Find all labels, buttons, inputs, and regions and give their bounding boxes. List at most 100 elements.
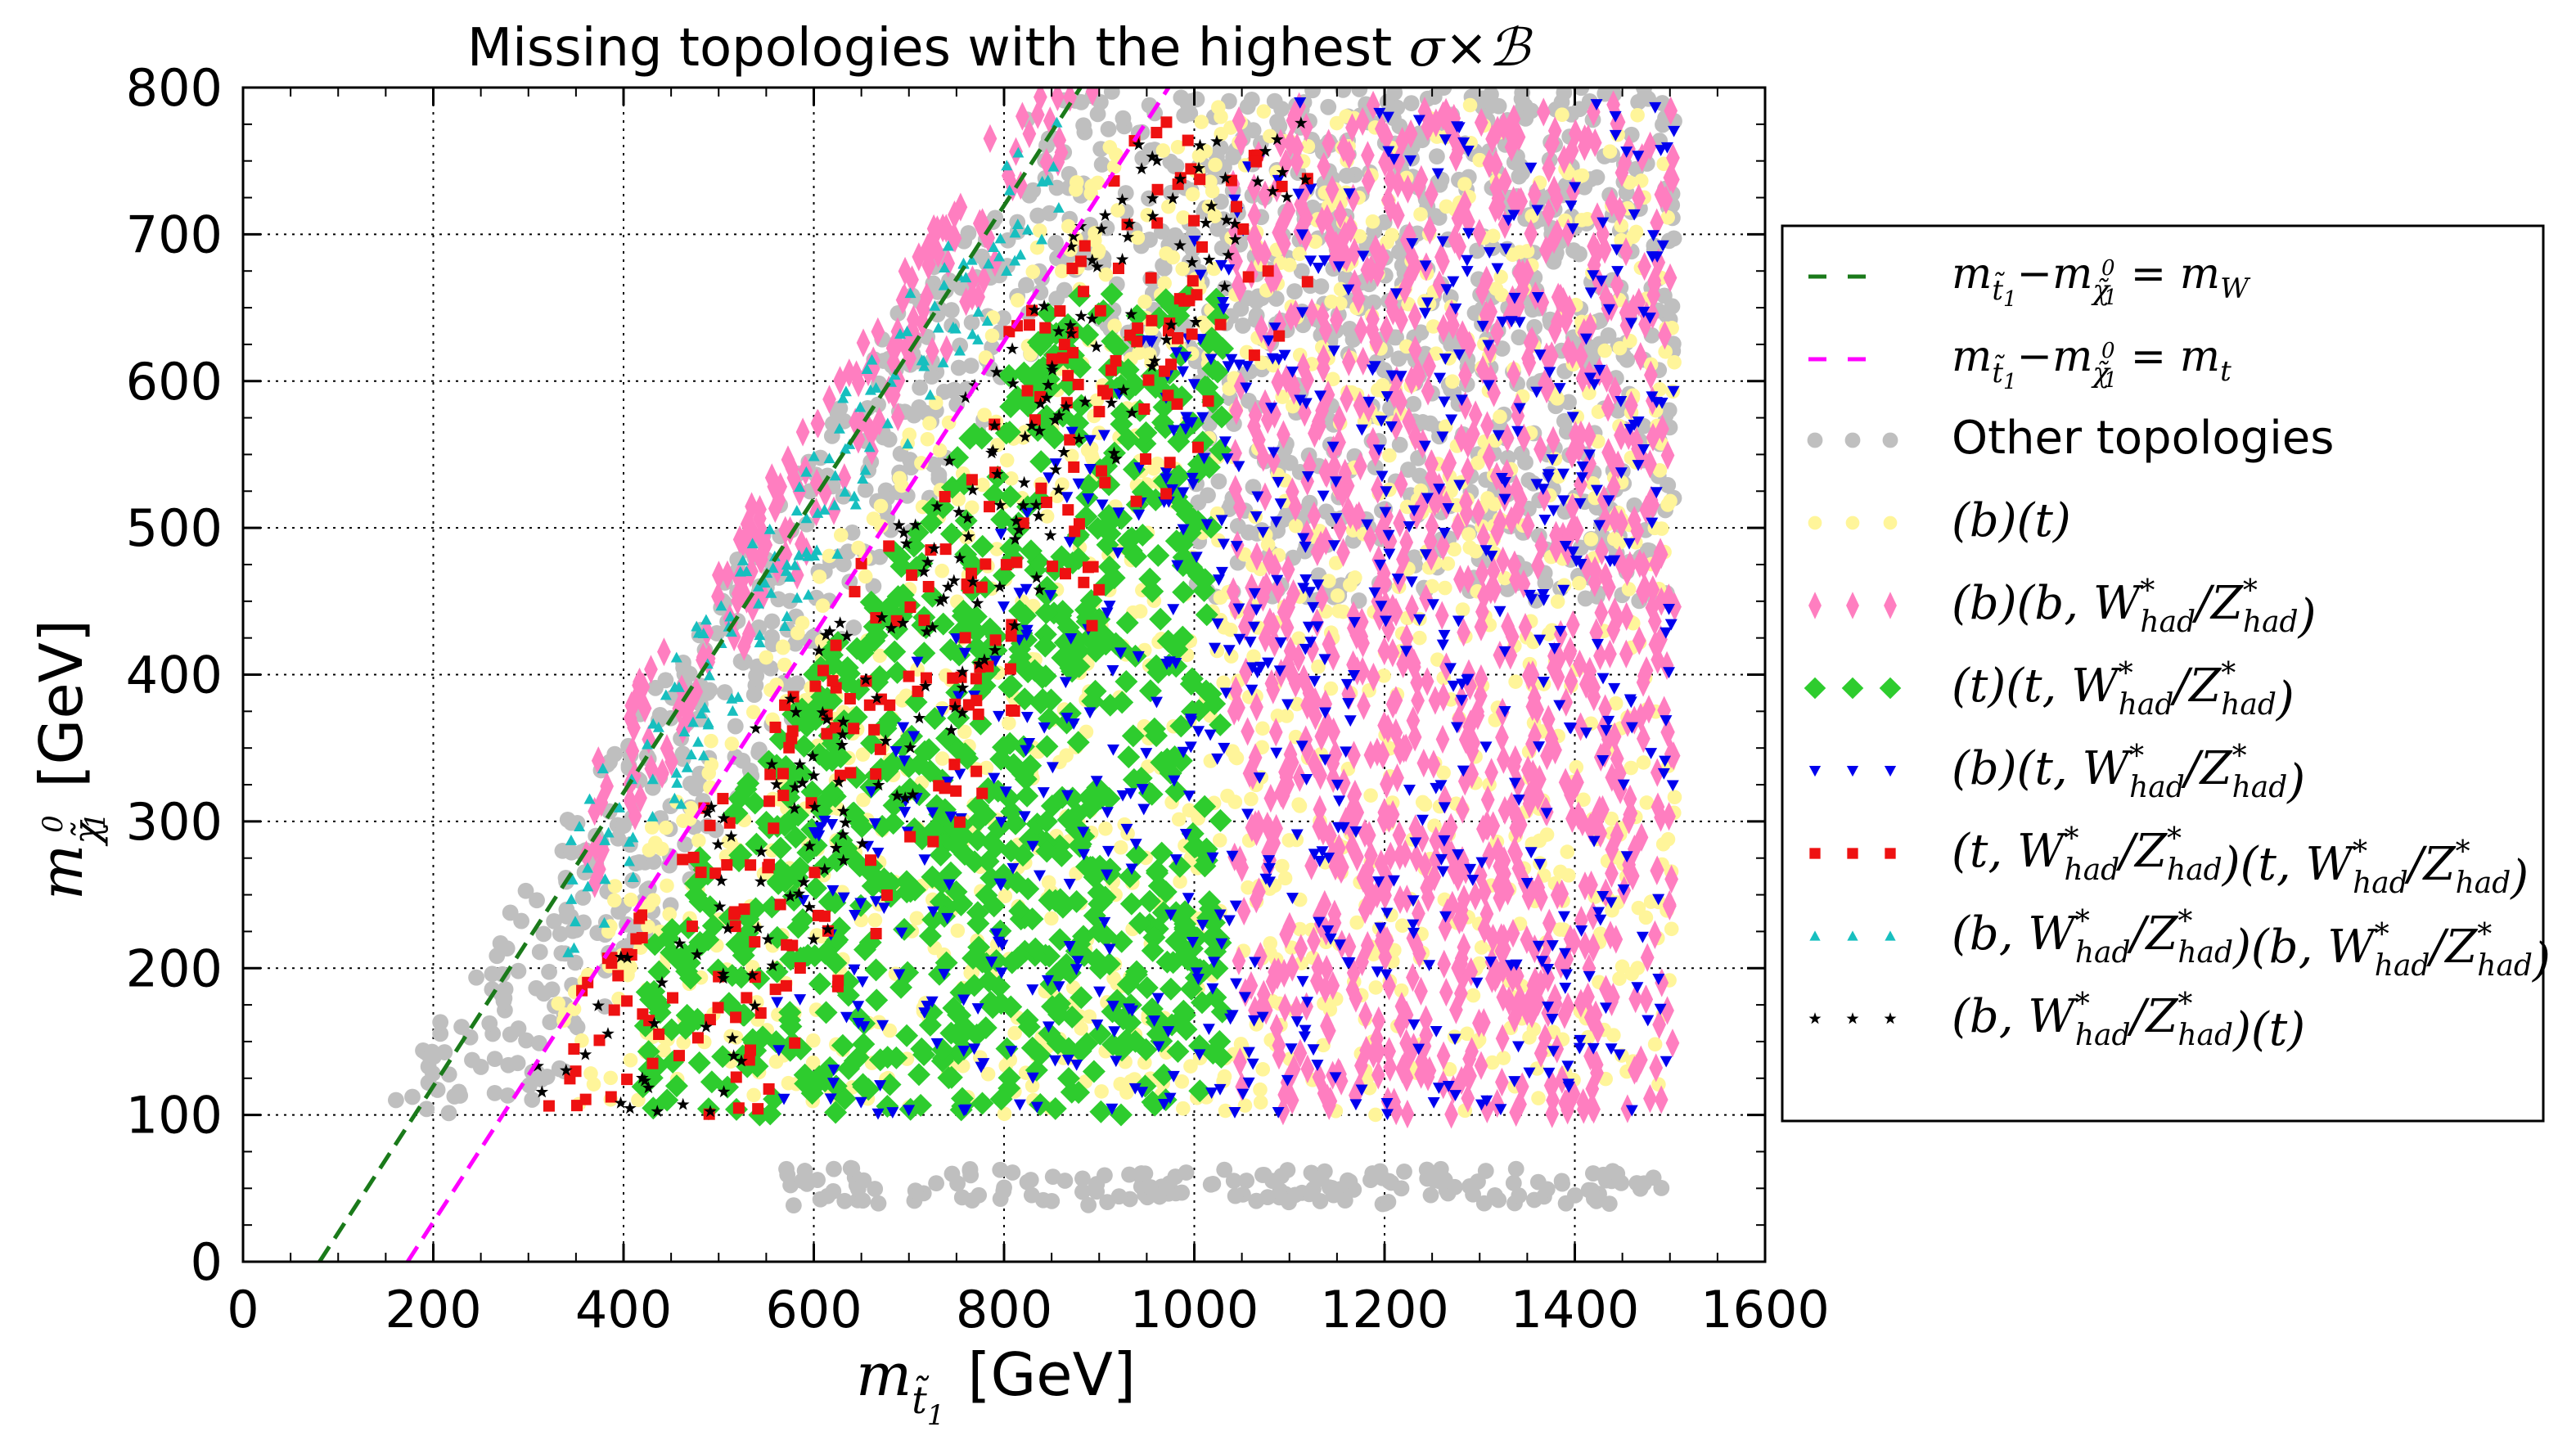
point-bt (1637, 755, 1651, 770)
point-bt (1040, 509, 1055, 524)
point-bt (1000, 453, 1015, 468)
point-other (498, 981, 514, 997)
point-other (1511, 1187, 1527, 1204)
point-other (1506, 154, 1523, 170)
point-bt (1218, 1104, 1233, 1119)
point-other (1380, 1194, 1397, 1210)
point-bt (1025, 264, 1040, 279)
point-other (1666, 230, 1682, 246)
point-other (1024, 1187, 1040, 1204)
point-other (1287, 1186, 1304, 1203)
point-other (964, 314, 980, 331)
point-bt (1114, 840, 1128, 855)
point-bt (1363, 788, 1378, 803)
point-bt (624, 1053, 638, 1068)
point-bt (1463, 98, 1478, 113)
point-bt (1508, 674, 1523, 689)
point-other (452, 1087, 468, 1104)
point-bt (813, 569, 827, 584)
point-other (907, 1182, 924, 1199)
point-other (1259, 1189, 1276, 1205)
point-other (1646, 1169, 1662, 1186)
point-other (1137, 1165, 1153, 1182)
point-bt (1368, 1108, 1383, 1123)
point-bt (1522, 1030, 1537, 1045)
point-bt (682, 812, 697, 826)
point-bt (704, 734, 718, 749)
point-other (468, 970, 484, 986)
point-other (1429, 148, 1445, 164)
point-bt (1291, 797, 1306, 812)
point-bt (746, 1088, 761, 1103)
point-bt (1486, 229, 1501, 244)
point-other (1018, 277, 1034, 294)
point-other (631, 854, 647, 871)
point-bt (1462, 540, 1477, 555)
point-bt (1603, 144, 1618, 159)
point-other (1419, 1162, 1435, 1178)
point-bt (1456, 602, 1470, 617)
point-bt (1099, 268, 1114, 282)
point-bt (1044, 912, 1059, 926)
point-bt (1228, 795, 1243, 809)
point-other (1318, 503, 1335, 520)
point-other (1097, 1168, 1113, 1184)
point-bt (1094, 1084, 1109, 1099)
point-bt (1253, 1083, 1268, 1097)
point-bt (1376, 378, 1390, 393)
point-other (1080, 1197, 1097, 1213)
point-bt (1575, 169, 1590, 183)
point-bt (1176, 1101, 1191, 1116)
point-bt (1625, 966, 1640, 981)
point-bt (851, 541, 866, 556)
point-other (1269, 114, 1286, 130)
point-bt (922, 416, 937, 431)
point-other (647, 680, 664, 696)
point-bt (1213, 833, 1227, 848)
point-other (1254, 1167, 1271, 1183)
point-other (1337, 1192, 1353, 1209)
point-bt (607, 894, 622, 908)
point-other (1227, 1188, 1244, 1204)
point-bt (1042, 876, 1056, 890)
point-bt (933, 443, 948, 458)
point-bt (659, 821, 673, 835)
point-other (858, 482, 874, 498)
point-other (1173, 1185, 1190, 1201)
point-bt (910, 911, 925, 925)
point-other (1372, 1164, 1389, 1180)
point-other (1423, 1187, 1439, 1204)
point-bt (1606, 1028, 1621, 1042)
point-bt (1466, 988, 1481, 1003)
point-bt (858, 569, 873, 584)
point-bt (985, 328, 1000, 343)
point-other (1167, 158, 1183, 174)
point-other (1043, 1193, 1060, 1209)
point-other (1134, 151, 1151, 167)
point-bt (1278, 871, 1293, 886)
point-other (524, 1092, 540, 1108)
point-bt (998, 1106, 1012, 1121)
point-other (575, 889, 592, 906)
point-other (1210, 473, 1227, 489)
point-bt (867, 511, 881, 526)
point-other (789, 675, 805, 691)
point-bt (1597, 344, 1612, 358)
point-bt (1255, 722, 1270, 736)
point-bt (951, 924, 966, 939)
point-bt (1131, 231, 1146, 245)
point-other (867, 1181, 883, 1197)
point-other (1115, 110, 1132, 127)
point-other (871, 1195, 887, 1212)
point-bt (1475, 940, 1489, 955)
point-bt (1555, 107, 1569, 122)
point-bt (1254, 1095, 1268, 1110)
point-bt (934, 564, 949, 578)
point-bt (1244, 792, 1259, 807)
point-bt (1382, 448, 1397, 463)
point-bt (1413, 207, 1428, 222)
point-bt (921, 432, 935, 447)
point-bt (1348, 570, 1362, 585)
